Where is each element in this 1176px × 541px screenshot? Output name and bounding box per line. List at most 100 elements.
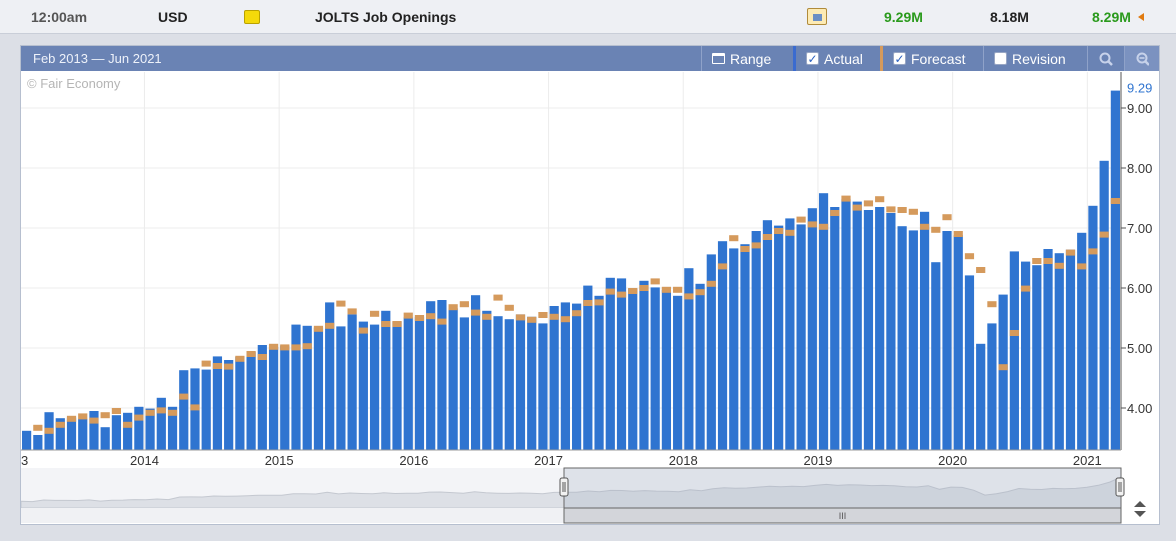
forecast-marker[interactable] bbox=[190, 404, 200, 411]
forecast-marker[interactable] bbox=[325, 322, 335, 329]
actual-bar[interactable] bbox=[774, 225, 784, 450]
actual-bar[interactable] bbox=[414, 316, 425, 450]
actual-bar[interactable] bbox=[583, 285, 593, 450]
actual-bar[interactable] bbox=[426, 301, 436, 450]
forecast-marker[interactable] bbox=[796, 216, 806, 223]
actual-bar[interactable] bbox=[22, 430, 32, 450]
up-down-arrows-icon[interactable] bbox=[1134, 511, 1146, 517]
actual-bar[interactable] bbox=[66, 417, 77, 450]
forecast-marker[interactable] bbox=[628, 288, 638, 294]
forecast-marker[interactable] bbox=[55, 421, 65, 428]
forecast-marker[interactable] bbox=[774, 228, 784, 234]
forecast-marker[interactable] bbox=[560, 316, 570, 323]
forecast-marker[interactable] bbox=[762, 234, 773, 240]
forecast-marker[interactable] bbox=[807, 221, 817, 228]
forecast-marker[interactable] bbox=[594, 299, 604, 306]
actual-bar[interactable] bbox=[268, 346, 279, 450]
actual-bar[interactable] bbox=[167, 406, 178, 450]
forecast-toggle[interactable]: ✓ Forecast bbox=[880, 46, 982, 71]
actual-bar[interactable] bbox=[863, 210, 874, 450]
actual-bar[interactable] bbox=[1054, 253, 1064, 450]
actual-bar[interactable] bbox=[291, 324, 301, 450]
actual-bar[interactable] bbox=[448, 308, 458, 450]
forecast-marker[interactable] bbox=[44, 427, 54, 434]
event-title[interactable]: JOLTS Job Openings bbox=[315, 9, 457, 25]
forecast-marker[interactable] bbox=[392, 321, 402, 327]
forecast-marker[interactable] bbox=[257, 354, 267, 360]
forecast-marker[interactable] bbox=[302, 343, 312, 350]
actual-bar[interactable] bbox=[336, 326, 346, 450]
forecast-marker[interactable] bbox=[1032, 258, 1042, 264]
actual-bar[interactable] bbox=[650, 287, 660, 450]
forecast-marker[interactable] bbox=[1020, 285, 1031, 292]
actual-bar[interactable] bbox=[257, 345, 267, 450]
up-down-arrows-icon[interactable] bbox=[1134, 501, 1146, 507]
actual-bar[interactable] bbox=[100, 427, 110, 450]
forecast-marker[interactable] bbox=[515, 314, 526, 321]
actual-bar[interactable] bbox=[156, 397, 166, 450]
forecast-marker[interactable] bbox=[504, 304, 514, 311]
forecast-marker[interactable] bbox=[156, 407, 166, 414]
forecast-marker[interactable] bbox=[998, 364, 1008, 371]
actual-bar[interactable] bbox=[684, 268, 694, 450]
forecast-marker[interactable] bbox=[426, 313, 436, 320]
forecast-marker[interactable] bbox=[527, 316, 537, 323]
actual-bar[interactable] bbox=[998, 294, 1008, 450]
actual-bar[interactable] bbox=[740, 244, 750, 450]
actual-bar[interactable] bbox=[549, 306, 559, 450]
forecast-marker[interactable] bbox=[1009, 330, 1019, 336]
actual-bar[interactable] bbox=[953, 235, 963, 450]
actual-bar[interactable] bbox=[841, 199, 851, 450]
forecast-marker[interactable] bbox=[111, 408, 122, 414]
forecast-marker[interactable] bbox=[841, 195, 851, 202]
actual-bar[interactable] bbox=[942, 231, 952, 450]
forecast-marker[interactable] bbox=[403, 312, 413, 319]
actual-bar[interactable] bbox=[695, 283, 705, 450]
forecast-marker[interactable] bbox=[1077, 263, 1087, 270]
actual-bar[interactable] bbox=[729, 248, 739, 450]
forecast-marker[interactable] bbox=[830, 210, 840, 216]
actual-bar[interactable] bbox=[504, 319, 514, 450]
forecast-marker[interactable] bbox=[695, 289, 705, 296]
actual-bar[interactable] bbox=[459, 317, 469, 450]
forecast-marker[interactable] bbox=[964, 253, 975, 260]
zoom-in-button[interactable] bbox=[1087, 46, 1123, 71]
actual-bar[interactable] bbox=[89, 411, 99, 450]
forecast-marker[interactable] bbox=[212, 363, 223, 369]
forecast-marker[interactable] bbox=[1099, 231, 1109, 238]
actual-bar[interactable] bbox=[628, 288, 638, 450]
forecast-marker[interactable] bbox=[493, 294, 503, 301]
actual-bar[interactable] bbox=[347, 314, 357, 450]
actual-bar[interactable] bbox=[785, 218, 795, 450]
event-row[interactable]: 12:00am USD JOLTS Job Openings 9.29M 8.1… bbox=[0, 0, 1176, 34]
forecast-marker[interactable] bbox=[583, 300, 593, 306]
forecast-marker[interactable] bbox=[942, 214, 952, 221]
actual-bar[interactable] bbox=[1110, 90, 1120, 450]
forecast-marker[interactable] bbox=[987, 301, 997, 308]
detail-chart-icon[interactable] bbox=[807, 8, 827, 25]
actual-bar[interactable] bbox=[964, 275, 975, 450]
forecast-marker[interactable] bbox=[886, 206, 896, 213]
forecast-marker[interactable] bbox=[684, 293, 694, 300]
actual-bar[interactable] bbox=[111, 415, 122, 450]
forecast-marker[interactable] bbox=[919, 223, 930, 230]
actual-bar[interactable] bbox=[830, 207, 840, 450]
forecast-marker[interactable] bbox=[280, 344, 290, 351]
forecast-marker[interactable] bbox=[369, 310, 380, 317]
forecast-marker[interactable] bbox=[268, 343, 279, 350]
forecast-marker[interactable] bbox=[785, 229, 795, 236]
actual-bar[interactable] bbox=[1043, 249, 1053, 450]
actual-bar[interactable] bbox=[437, 300, 447, 450]
actual-bar[interactable] bbox=[527, 316, 537, 450]
forecast-marker[interactable] bbox=[89, 417, 99, 424]
forecast-marker[interactable] bbox=[1110, 198, 1120, 204]
forecast-checkbox[interactable]: ✓ bbox=[893, 51, 906, 66]
forecast-marker[interactable] bbox=[66, 415, 77, 422]
actual-bar[interactable] bbox=[235, 357, 245, 450]
actual-bar[interactable] bbox=[897, 226, 907, 450]
actual-bar[interactable] bbox=[224, 360, 234, 450]
actual-bar[interactable] bbox=[852, 201, 862, 450]
forecast-marker[interactable] bbox=[1065, 249, 1076, 256]
forecast-marker[interactable] bbox=[661, 286, 672, 293]
actual-bar[interactable] bbox=[751, 231, 761, 450]
